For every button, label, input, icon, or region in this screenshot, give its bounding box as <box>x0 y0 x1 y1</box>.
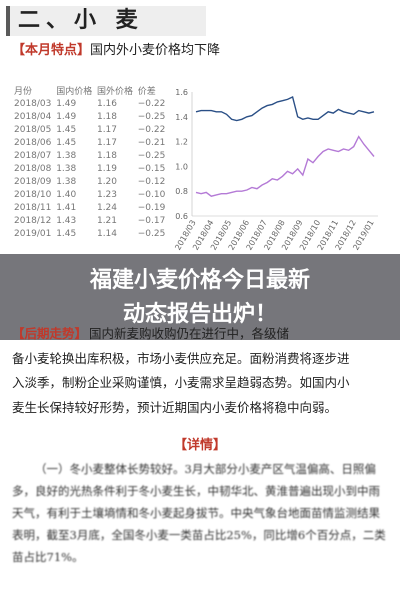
table-cell-diff: −0.22 <box>137 98 166 109</box>
table-row: 2018/04 1.49 1.18 −0.25 <box>12 110 168 123</box>
table-header-row: 月份 国内价格 国外价格 价差 <box>12 84 168 97</box>
table-cell-foreign: 1.14 <box>96 228 118 239</box>
details-heading: 【详情】 <box>173 438 226 453</box>
price-chart-svg: 1.61.41.21.00.80.62018/032018/042018/052… <box>173 88 378 252</box>
y-tick-label: 0.6 <box>175 212 188 221</box>
table-row: 2018/08 1.38 1.19 −0.15 <box>12 162 168 175</box>
table-cell-month: 2018/12 <box>14 215 52 226</box>
feature-tag: 【本月特点】 <box>12 43 91 58</box>
table-cell-diff: −0.19 <box>137 202 166 213</box>
table-row: 2018/10 1.40 1.23 −0.10 <box>12 188 168 201</box>
table-cell-domestic: 1.41 <box>56 202 77 213</box>
table-cell-domestic: 1.38 <box>56 163 77 174</box>
table-cell-month: 2018/07 <box>14 150 52 161</box>
table-cell-month: 2018/03 <box>14 98 52 109</box>
table-cell-month: 2018/09 <box>14 176 52 187</box>
table-cell-month: 2018/04 <box>14 111 52 122</box>
table-cell-diff: −0.21 <box>137 137 166 148</box>
headline-line-2: 动态报告出炉！ <box>122 302 277 327</box>
table-cell-foreign: 1.19 <box>96 163 118 174</box>
table-cell-foreign: 1.16 <box>96 98 118 109</box>
table-row: 2018/07 1.38 1.18 −0.25 <box>12 149 168 162</box>
table-cell-month: 2018/11 <box>14 202 52 213</box>
table-cell-diff: −0.15 <box>137 163 166 174</box>
table-cell-foreign: 1.23 <box>96 189 118 200</box>
table-cell-month: 2018/10 <box>14 189 52 200</box>
y-tick-label: 1.4 <box>175 113 188 122</box>
table-row: 2018/11 1.41 1.24 −0.19 <box>12 201 168 214</box>
table-cell-month: 2019/01 <box>14 228 52 239</box>
series-line-2 <box>195 135 375 197</box>
section-title: 二、小 麦 <box>6 6 206 36</box>
table-cell-domestic: 1.43 <box>56 215 77 226</box>
table-cell-month: 2018/05 <box>14 124 52 135</box>
table-header-domestic: 国内价格 <box>56 87 93 97</box>
table-cell-month: 2018/06 <box>14 137 52 148</box>
price-chart: 1.6 1.4 1.2 1.0 0.8 0.6 2018/03 2018/04 2018/05 2… <box>168 80 394 290</box>
table-row: 2018/06 1.45 1.17 −0.21 <box>12 136 168 149</box>
feature-text: 国内外小麦价格均下降 <box>90 43 221 58</box>
table-cell-foreign: 1.21 <box>96 215 118 226</box>
y-tick-label: 0.8 <box>175 187 188 196</box>
price-table: 月份 国内价格 国外价格 价差 2018/03 1.49 1.16 −0.22 2018… <box>12 84 168 240</box>
table-cell-diff: −0.17 <box>137 215 166 226</box>
table-cell-domestic: 1.38 <box>56 176 77 187</box>
table-cell-diff: −0.25 <box>137 150 166 161</box>
table-cell-foreign: 1.17 <box>96 124 118 135</box>
table-row: 2018/03 1.49 1.16 −0.22 <box>12 97 168 110</box>
table-cell-foreign: 1.20 <box>96 176 118 187</box>
table-body: 2018/03 1.49 1.16 −0.22 2018/04 1.49 1.18 −0.25… <box>12 97 168 240</box>
table-header-diff: 价差 <box>137 87 156 97</box>
table-cell-foreign: 1.18 <box>96 111 118 122</box>
y-tick-label: 1.0 <box>175 162 188 171</box>
monthly-feature-heading: 【本月特点】国内外小麦价格均下降 <box>12 42 220 60</box>
table-row: 2018/05 1.45 1.17 −0.22 <box>12 123 168 136</box>
y-tick-label: 1.6 <box>175 88 188 97</box>
table-cell-domestic: 1.45 <box>56 124 77 135</box>
table-cell-domestic: 1.45 <box>56 137 77 148</box>
trend-paragraph: 【后期走势】 国内新麦购收购仍在进行中，各级储 备小麦轮换出库积极，市场小麦供应充… <box>12 322 390 420</box>
table-header-foreign: 国外价格 <box>96 87 133 97</box>
table-cell-month: 2018/08 <box>14 163 52 174</box>
headline-banner: 福建小麦价格今日最新 动态报告出炉！ <box>0 254 400 340</box>
table-cell-foreign: 1.24 <box>96 202 118 213</box>
table-cell-domestic: 1.38 <box>56 150 77 161</box>
table-cell-domestic: 1.49 <box>56 111 77 122</box>
table-cell-domestic: 1.49 <box>56 98 77 109</box>
headline-line-1: 福建小麦价格今日最新 <box>89 268 310 293</box>
table-row: 2018/09 1.38 1.20 −0.12 <box>12 175 168 188</box>
table-cell-domestic: 1.40 <box>56 189 77 200</box>
trend-tag: 【后期走势】 <box>12 326 88 341</box>
table-cell-diff: −0.25 <box>137 111 166 122</box>
table-header-month: 月份 <box>14 87 33 97</box>
table-cell-domestic: 1.45 <box>56 228 77 239</box>
trend-line-1: 【后期走势】 国内新麦购收购仍在进行中，各级储 <box>12 322 390 347</box>
y-tick-label: 1.2 <box>175 138 188 147</box>
table-cell-foreign: 1.18 <box>96 150 118 161</box>
table-cell-diff: −0.22 <box>137 124 166 135</box>
trend-lead: 国内新麦购收购仍在进行中，各级储 <box>89 326 290 341</box>
table-cell-diff: −0.25 <box>137 228 166 239</box>
table-cell-foreign: 1.17 <box>96 137 118 148</box>
details-text: （一）冬小麦整体长势较好。3月大部分小麦产区气温偏高、日照偏多，良好的光热条件利… <box>12 462 386 564</box>
table-row: 2018/12 1.43 1.21 −0.17 <box>12 214 168 227</box>
trend-line-3: 入淡季，制粉企业采购谨慎，小麦需求呈趋弱态势。如国内小 <box>12 375 350 390</box>
table-cell-diff: −0.12 <box>137 176 166 187</box>
table-row: 2019/01 1.45 1.14 −0.25 <box>12 227 168 240</box>
trend-line-2: 备小麦轮换出库积极，市场小麦供应充足。面粉消费将逐步进 <box>12 350 350 366</box>
table-cell-diff: −0.10 <box>137 189 166 200</box>
details-paragraph: （一）冬小麦整体长势较好。3月大部分小麦产区气温偏高、日照偏多，良好的光热条件利… <box>12 458 390 568</box>
trend-line-4: 麦生长保持较好形势，预计近期国内小麦价格将稳中向弱。 <box>12 399 338 415</box>
series-line-1 <box>195 96 375 122</box>
